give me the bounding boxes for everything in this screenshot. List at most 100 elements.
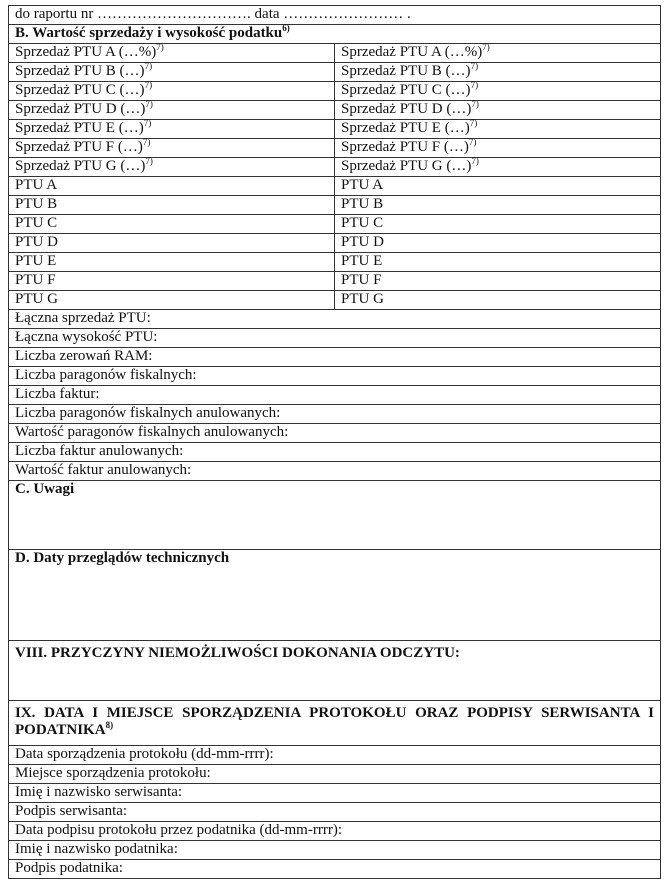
sales-cell[interactable]: Sprzedaż PTU E (…)7) — [334, 118, 661, 139]
section-d-inspection-dates[interactable]: D. Daty przeglądów technicznych — [8, 549, 661, 641]
ptu-row: PTU C PTU C — [8, 214, 661, 234]
ptu-cell[interactable]: PTU C — [334, 214, 661, 234]
footnote-ref: 7) — [145, 99, 153, 109]
summary-field[interactable]: Łączna sprzedaż PTU: — [8, 309, 661, 329]
sales-label: Sprzedaż PTU B (…) — [341, 63, 471, 79]
ptu-row: PTU G PTU G — [8, 290, 661, 310]
summary-field[interactable]: Łączna wysokość PTU: — [8, 328, 661, 348]
signature-row: Podpis podatnika: — [8, 859, 661, 879]
ptu-cell[interactable]: PTU G — [8, 290, 335, 310]
sales-cell[interactable]: Sprzedaż PTU B (…)7) — [8, 62, 335, 82]
sales-row: Sprzedaż PTU C (…)7) Sprzedaż PTU C (…)7) — [8, 80, 661, 101]
signature-row: Imię i nazwisko podatnika: — [8, 840, 661, 860]
signature-row: Podpis serwisanta: — [8, 802, 661, 822]
section-c-uwagi[interactable]: C. Uwagi — [8, 480, 661, 550]
summary-field[interactable]: Liczba faktur anulowanych: — [8, 442, 661, 462]
summary-row: Liczba zerowań RAM: — [8, 347, 661, 367]
sales-cell[interactable]: Sprzedaż PTU E (…)7) — [8, 119, 335, 139]
sales-label: Sprzedaż PTU C (…) — [15, 82, 145, 98]
footnote-ref: 7) — [144, 80, 153, 90]
ptu-cell[interactable]: PTU D — [334, 233, 661, 253]
sales-label: Sprzedaż PTU A (…%) — [15, 44, 157, 60]
ptu-cell[interactable]: PTU D — [8, 233, 335, 253]
footnote-ref: 8) — [105, 720, 114, 730]
sales-label: Sprzedaż PTU F (…) — [341, 139, 469, 155]
footnote-ref: 7) — [482, 42, 490, 52]
sales-row: Sprzedaż PTU D (…)7) Sprzedaż PTU D (…)7) — [8, 99, 661, 120]
ptu-row: PTU D PTU D — [8, 233, 661, 253]
sales-cell[interactable]: Sprzedaż PTU G (…)7) — [8, 156, 335, 177]
signature-field[interactable]: Data sporządzenia protokołu (dd-mm-rrrr)… — [8, 745, 661, 765]
summary-field[interactable]: Liczba faktur: — [8, 385, 661, 405]
signature-field[interactable]: Podpis serwisanta: — [8, 802, 661, 822]
sales-cell[interactable]: Sprzedaż PTU G (…)7) — [334, 156, 661, 177]
summary-row: Liczba faktur: — [8, 385, 661, 405]
signature-field[interactable]: Podpis podatnika: — [8, 859, 661, 879]
summary-row: Liczba paragonów fiskalnych anulowanych: — [8, 404, 661, 424]
section-ix-title: IX. DATA I MIEJSCE SPORZĄDZENIA PROTOKOŁ… — [15, 705, 654, 738]
ptu-cell[interactable]: PTU G — [334, 290, 661, 310]
sales-label: Sprzedaż PTU D (…) — [15, 101, 146, 117]
footnote-ref: 7) — [470, 61, 479, 71]
sales-cell[interactable]: Sprzedaż PTU F (…)7) — [334, 138, 661, 158]
signature-row: Miejsce sporządzenia protokołu: — [8, 764, 661, 784]
footnote-ref: 7) — [471, 99, 479, 109]
summary-row: Łączna wysokość PTU: — [8, 328, 661, 348]
sales-label: Sprzedaż PTU B (…) — [15, 63, 145, 79]
signature-row: Data podpisu protokołu przez podatnika (… — [8, 821, 661, 841]
sales-row: Sprzedaż PTU B (…)7) Sprzedaż PTU B (…)7) — [8, 61, 661, 82]
sales-label: Sprzedaż PTU E (…) — [341, 120, 470, 136]
section-b-heading: B. Wartość sprzedaży i wysokość podatku6… — [8, 23, 661, 44]
section-ix-heading: IX. DATA I MIEJSCE SPORZĄDZENIA PROTOKOŁ… — [8, 700, 661, 746]
sales-label: Sprzedaż PTU G (…) — [341, 158, 472, 174]
sales-label: Sprzedaż PTU D (…) — [341, 101, 472, 117]
sales-cell[interactable]: Sprzedaż PTU B (…)7) — [334, 61, 661, 82]
ptu-row: PTU F PTU F — [8, 271, 661, 291]
protocol-form: do raportu nr …………………………. data …………………… … — [8, 5, 661, 879]
sales-label: Sprzedaż PTU F (…) — [15, 139, 143, 155]
summary-field[interactable]: Liczba zerowań RAM: — [8, 347, 661, 367]
ptu-row: PTU A PTU A — [8, 176, 661, 196]
ptu-row: PTU E PTU E — [8, 252, 661, 272]
sales-row: Sprzedaż PTU G (…)7) Sprzedaż PTU G (…)7) — [8, 156, 661, 177]
ptu-cell[interactable]: PTU E — [8, 252, 335, 272]
footnote-ref: 7) — [469, 118, 478, 128]
ptu-cell[interactable]: PTU B — [8, 195, 335, 215]
footnote-ref: 7) — [142, 137, 151, 147]
sales-cell[interactable]: Sprzedaż PTU F (…)7) — [8, 137, 335, 158]
ptu-cell[interactable]: PTU B — [334, 195, 661, 215]
summary-row: Łączna sprzedaż PTU: — [8, 309, 661, 329]
signature-row: Imię i nazwisko serwisanta: — [8, 783, 661, 803]
ptu-cell[interactable]: PTU A — [334, 176, 661, 196]
sales-row: Sprzedaż PTU A (…%)7) Sprzedaż PTU A (…%)… — [8, 42, 661, 63]
ptu-cell[interactable]: PTU C — [8, 214, 335, 234]
footnote-ref: 7) — [145, 156, 153, 166]
ptu-cell[interactable]: PTU F — [8, 271, 335, 291]
sales-cell[interactable]: Sprzedaż PTU C (…)7) — [8, 80, 335, 101]
ptu-cell[interactable]: PTU E — [334, 252, 661, 272]
signature-field[interactable]: Imię i nazwisko podatnika: — [8, 840, 661, 860]
section-viii-reasons[interactable]: VIII. PRZYCZYNY NIEMOŻLIWOŚCI DOKONANIA … — [8, 640, 661, 701]
summary-row: Liczba faktur anulowanych: — [8, 442, 661, 462]
summary-field[interactable]: Liczba paragonów fiskalnych: — [8, 366, 661, 386]
footnote-ref: 7) — [471, 156, 479, 166]
summary-field[interactable]: Wartość paragonów fiskalnych anulowanych… — [8, 423, 661, 443]
sales-cell[interactable]: Sprzedaż PTU A (…%)7) — [334, 42, 661, 63]
sales-cell[interactable]: Sprzedaż PTU D (…)7) — [334, 99, 661, 120]
summary-field[interactable]: Liczba paragonów fiskalnych anulowanych: — [8, 404, 661, 424]
sales-row: Sprzedaż PTU F (…)7) Sprzedaż PTU F (…)7) — [8, 137, 661, 158]
sales-cell[interactable]: Sprzedaż PTU A (…%)7) — [8, 42, 335, 63]
ptu-row: PTU B PTU B — [8, 195, 661, 215]
ptu-cell[interactable]: PTU F — [334, 271, 661, 291]
signature-field[interactable]: Imię i nazwisko serwisanta: — [8, 783, 661, 803]
footnote-ref: 7) — [156, 42, 164, 52]
sales-label: Sprzedaż PTU C (…) — [341, 82, 471, 98]
ptu-cell[interactable]: PTU A — [8, 176, 335, 196]
sales-cell[interactable]: Sprzedaż PTU D (…)7) — [8, 99, 335, 120]
section-b-title: B. Wartość sprzedaży i wysokość podatku — [15, 25, 283, 41]
signature-field[interactable]: Miejsce sporządzenia protokołu: — [8, 764, 661, 784]
sales-cell[interactable]: Sprzedaż PTU C (…)7) — [334, 81, 661, 101]
summary-field[interactable]: Wartość faktur anulowanych: — [8, 461, 661, 481]
footnote-ref: 6) — [282, 23, 290, 33]
signature-field[interactable]: Data podpisu protokołu przez podatnika (… — [8, 821, 661, 841]
